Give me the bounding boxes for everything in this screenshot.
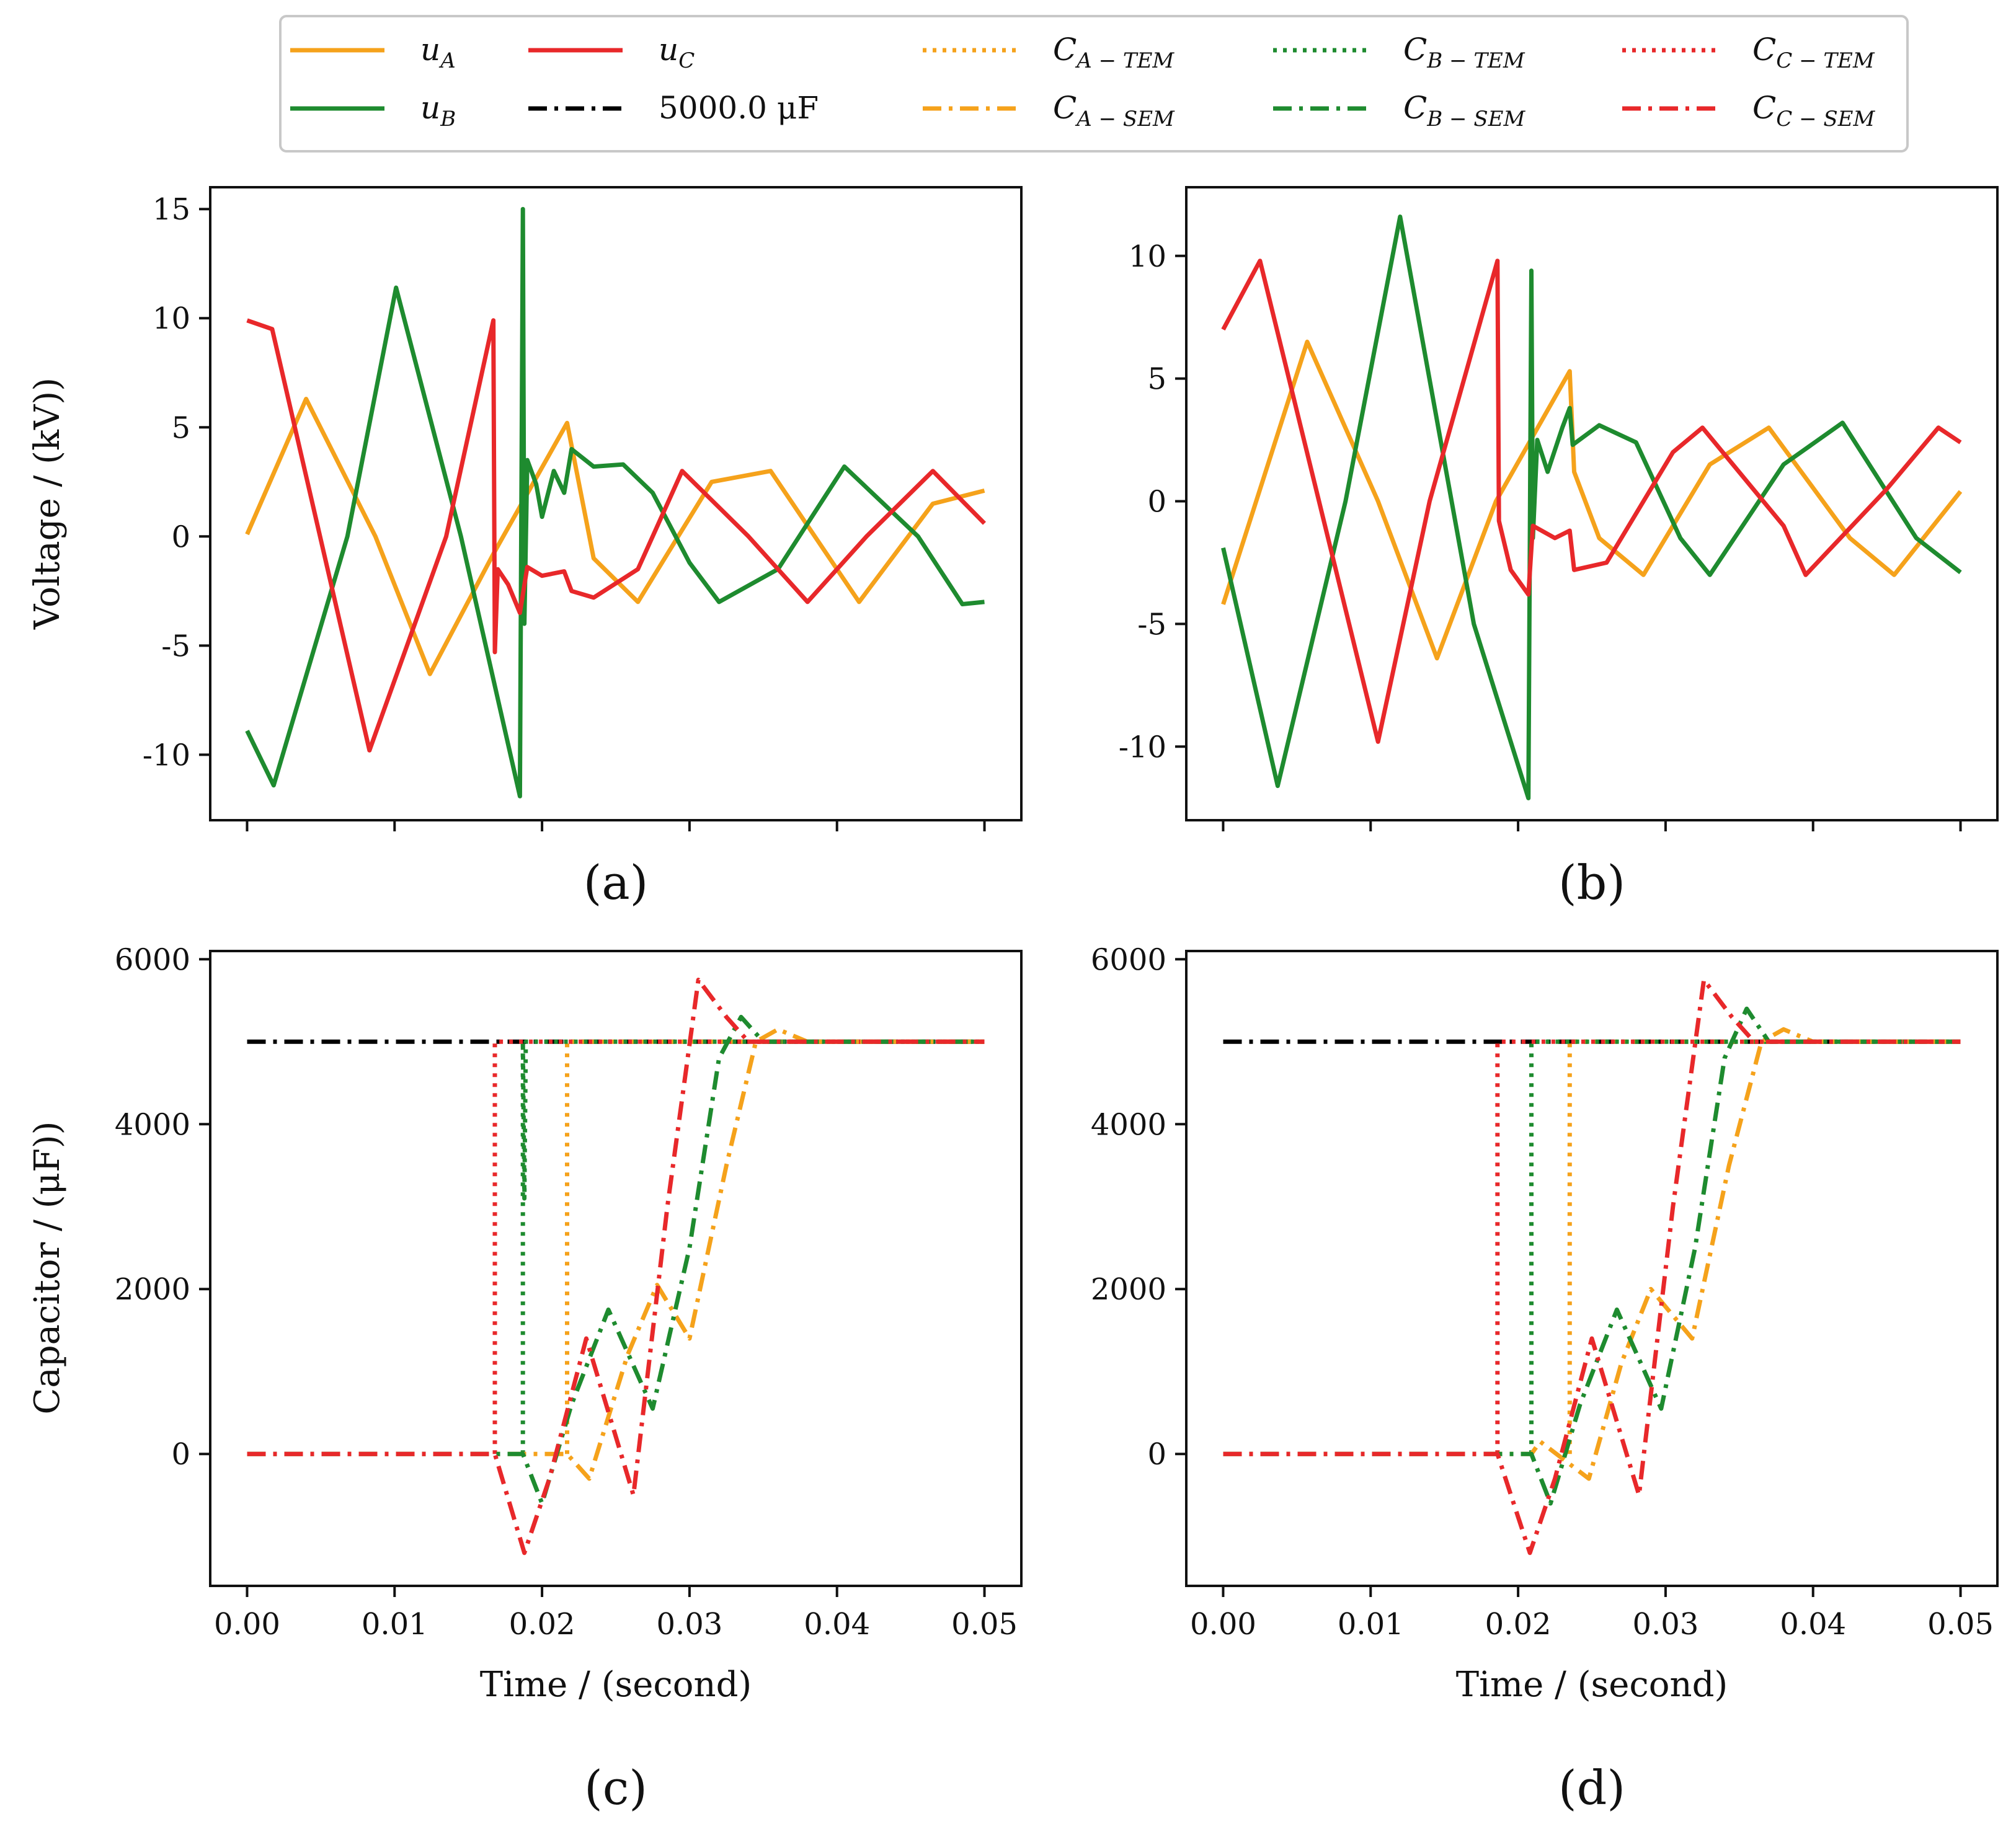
y-tick-label: 10 bbox=[153, 301, 190, 336]
series-ub bbox=[1221, 215, 1962, 800]
y-tick-label: 6000 bbox=[1091, 942, 1166, 977]
legend-label: CA − SEM bbox=[1053, 90, 1175, 131]
series-ca-tem bbox=[1567, 1039, 1961, 1454]
y-tick-label: 0 bbox=[1147, 1437, 1166, 1472]
panel-label: (a) bbox=[584, 855, 649, 910]
axes-frame bbox=[209, 950, 1023, 1587]
series-ca-sem bbox=[247, 1027, 985, 1481]
y-tick-label: 15 bbox=[153, 192, 190, 227]
x-axis-label: Time / (second) bbox=[480, 1665, 752, 1705]
axes-frame bbox=[1185, 950, 1999, 1587]
series-cc-sem bbox=[247, 978, 985, 1555]
y-tick-label: -5 bbox=[161, 629, 190, 663]
y-tick-label: 0 bbox=[171, 520, 190, 554]
x-tick-label: 0.03 bbox=[656, 1607, 722, 1642]
legend-label: CA − TEM bbox=[1053, 32, 1175, 73]
legend-box bbox=[279, 15, 1909, 153]
plot-area bbox=[245, 206, 986, 799]
axes-frame bbox=[1185, 186, 1999, 821]
x-tick-label: 0.00 bbox=[214, 1607, 280, 1642]
series-ca-sem bbox=[1223, 1027, 1961, 1481]
series-cb-sem bbox=[1223, 1006, 1961, 1506]
y-tick-label: 6000 bbox=[115, 942, 190, 977]
legend-label: CB − TEM bbox=[1403, 32, 1525, 73]
x-axis-label: Time / (second) bbox=[1456, 1665, 1728, 1705]
plot-area bbox=[247, 978, 985, 1555]
x-tick-label: 0.01 bbox=[1338, 1607, 1404, 1642]
panel-d: 0.00 0.01 0.02 0.03 0.04 0.05 0 2000 4000 6000 Tim… bbox=[1091, 942, 1999, 1815]
series-ua bbox=[1221, 339, 1963, 661]
y-tick-label: 0 bbox=[171, 1437, 190, 1472]
y-tick-label: 0 bbox=[1147, 485, 1166, 520]
y-tick-label: 2000 bbox=[115, 1272, 190, 1307]
series-uc bbox=[1221, 259, 1962, 744]
axes-frame bbox=[209, 186, 1023, 821]
series-ca-tem bbox=[565, 1039, 985, 1454]
y-tick-label: 2000 bbox=[1091, 1272, 1166, 1307]
x-tick-label: 0.03 bbox=[1632, 1607, 1699, 1642]
legend-label: uA bbox=[420, 32, 456, 73]
series-cb-tem bbox=[520, 1039, 985, 1454]
panel-b: -10 -5 0 5 10 (b) bbox=[1119, 186, 1999, 910]
panel-label: (c) bbox=[584, 1760, 647, 1815]
x-tick-label: 0.05 bbox=[1927, 1607, 1994, 1642]
legend-label: 5000.0 μF bbox=[659, 90, 819, 126]
x-tick-label: 0.04 bbox=[804, 1607, 870, 1642]
y-tick-label: 10 bbox=[1129, 239, 1166, 274]
plot-area bbox=[1221, 215, 1963, 800]
y-tick-label: 5 bbox=[1147, 362, 1166, 397]
series-cc-sem bbox=[1223, 978, 1961, 1555]
x-tick-label: 0.02 bbox=[509, 1607, 575, 1642]
series-uc bbox=[246, 318, 986, 753]
legend: uA uB uC 5000.0 μF CA − TEM CA − SEM CB − TEM C… bbox=[279, 15, 1909, 153]
series-ua bbox=[245, 397, 985, 676]
y-axis-label: Voltage / (kV)) bbox=[27, 378, 68, 630]
series-cc-tem bbox=[1495, 1039, 1961, 1454]
y-tick-label: -10 bbox=[143, 738, 190, 772]
y-tick-label: -10 bbox=[1119, 730, 1166, 764]
legend-label: uB bbox=[420, 90, 456, 131]
y-tick-label: 4000 bbox=[1091, 1107, 1166, 1142]
series-ub bbox=[245, 206, 985, 799]
x-tick-label: 0.01 bbox=[362, 1607, 428, 1642]
series-cb-tem bbox=[1529, 1039, 1961, 1454]
y-tick-label: 5 bbox=[171, 410, 190, 445]
legend-label: uC bbox=[659, 32, 695, 73]
y-axis-label: Capacitor / (μF)) bbox=[27, 1122, 68, 1415]
panel-c: 0.00 0.01 0.02 0.03 0.04 0.05 0 2000 4000 6000 Cap… bbox=[27, 942, 1023, 1815]
legend-label: CC − TEM bbox=[1752, 32, 1875, 73]
x-tick-label: 0.04 bbox=[1780, 1607, 1846, 1642]
legend-label: CC − SEM bbox=[1752, 90, 1875, 131]
plot-area bbox=[1223, 978, 1961, 1555]
panel-a: -10 -5 0 5 10 15 Voltage / (kV)) (a) bbox=[27, 186, 1023, 910]
y-tick-label: 4000 bbox=[115, 1107, 190, 1142]
y-tick-label: -5 bbox=[1137, 607, 1166, 642]
x-tick-label: 0.00 bbox=[1190, 1607, 1256, 1642]
legend-label: CB − SEM bbox=[1403, 90, 1525, 131]
x-tick-label: 0.02 bbox=[1485, 1607, 1552, 1642]
series-cb-sem bbox=[247, 1014, 985, 1506]
x-tick-label: 0.05 bbox=[951, 1607, 1018, 1642]
panel-label: (d) bbox=[1558, 1760, 1625, 1815]
panel-label: (b) bbox=[1558, 855, 1625, 910]
